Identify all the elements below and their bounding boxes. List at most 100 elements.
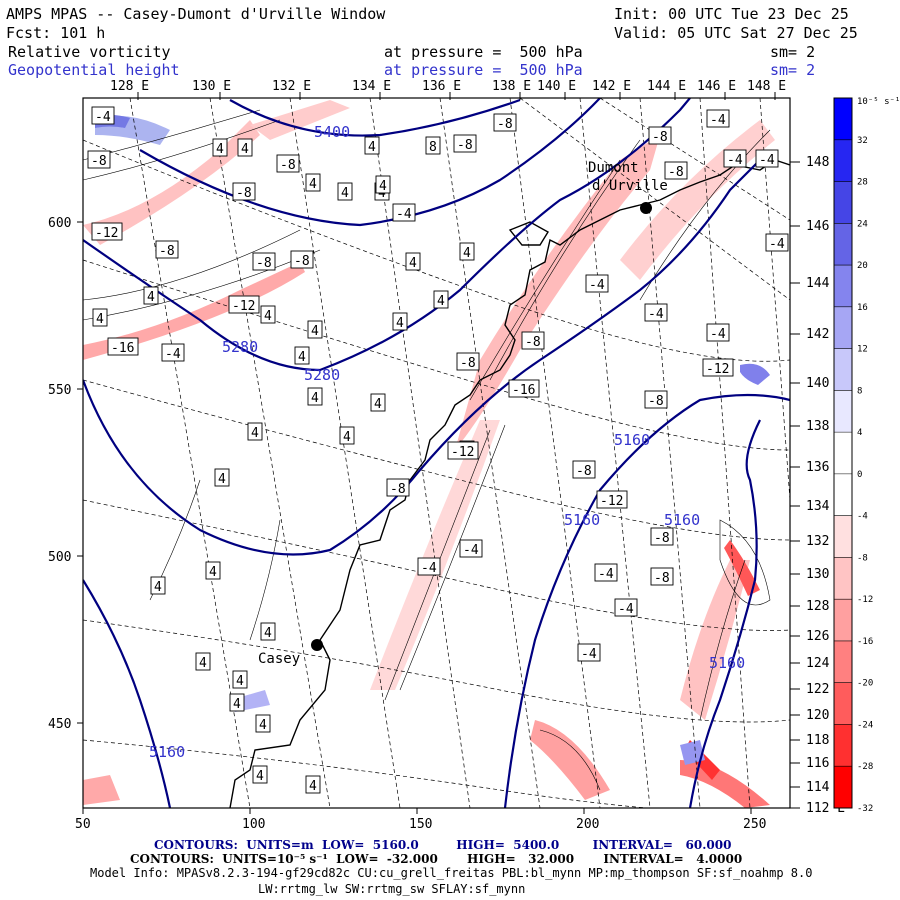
- x-tick-label: 50: [75, 817, 91, 832]
- vorticity-contour-label: -4: [161, 343, 185, 362]
- svg-text:8: 8: [429, 140, 437, 155]
- svg-text:-4: -4: [759, 153, 775, 168]
- vorticity-contour-label: -4: [765, 233, 789, 252]
- vorticity-contour-label: -8: [572, 460, 596, 479]
- vorticity-contour-label: 8: [425, 136, 441, 155]
- svg-text:4: 4: [374, 397, 382, 412]
- svg-text:-8: -8: [576, 464, 592, 479]
- vorticity-contour-label: -8: [493, 113, 517, 132]
- colorbar-label: -8: [857, 553, 868, 563]
- colorbar-label: 32: [857, 136, 868, 146]
- x-tick-label: 200: [576, 817, 599, 832]
- svg-text:5280: 5280: [222, 338, 258, 356]
- colorbar-swatch: [834, 766, 852, 809]
- top-lon-label: 128 E: [110, 79, 149, 94]
- colorbar-swatch: [834, 432, 852, 475]
- vorticity-contour-label: 4: [143, 286, 159, 305]
- vorticity-contour-label: -4: [755, 149, 779, 168]
- height-contour-info: CONTOURS: UNITS=m LOW= 5160.0 HIGH= 5400…: [154, 838, 732, 852]
- vorticity-contour-label: 4: [195, 652, 211, 671]
- colorbar-swatch: [834, 223, 852, 266]
- latlon-grid: [83, 98, 790, 808]
- svg-text:5280: 5280: [304, 366, 340, 384]
- vorticity-contour-label: 4: [405, 252, 421, 271]
- svg-text:-8: -8: [256, 256, 272, 271]
- colorbar-swatch: [834, 265, 852, 308]
- colorbar-label: 24: [857, 219, 868, 229]
- vorticity-contour-label: 4: [92, 308, 108, 327]
- vorticity-contour-label: -8: [521, 331, 545, 350]
- vorticity-contour-label: 4: [307, 320, 323, 339]
- vorticity-contour-label: -4: [706, 109, 730, 128]
- forecast-hour: Fcst: 101 h: [6, 24, 106, 42]
- vorticity-contour-label: 4: [232, 670, 248, 689]
- colorbar-label: 4: [857, 428, 862, 438]
- svg-text:-8: -8: [280, 158, 296, 173]
- height-contour-label: 5160: [614, 431, 650, 449]
- height-contour-label: 5160: [564, 511, 600, 529]
- vorticity-contour-label: 4: [255, 714, 271, 733]
- svg-text:4: 4: [209, 565, 217, 580]
- colorbar-label: -28: [857, 762, 873, 772]
- vorticity-contour-label: 4: [364, 136, 380, 155]
- top-lon-label: 148 E: [747, 79, 786, 94]
- vorticity-contour-label: 4: [305, 173, 321, 192]
- vorticity-contour-label: -4: [594, 563, 618, 582]
- vorticity-contour-label: -16: [107, 337, 139, 356]
- vorticity-contour-label: -8: [386, 478, 410, 497]
- svg-text:-4: -4: [769, 237, 785, 252]
- vorticity-contour-label: -8: [456, 352, 480, 371]
- svg-text:-8: -8: [668, 165, 684, 180]
- svg-text:-8: -8: [159, 244, 175, 259]
- svg-text:4: 4: [309, 177, 317, 192]
- vorticity-contour-label: -4: [585, 274, 609, 293]
- top-lon-label: 132 E: [272, 79, 311, 94]
- colorbar-label: -4: [857, 512, 868, 522]
- vorticity-contour-label: 4: [305, 775, 321, 794]
- vorticity-contour-label: -12: [702, 358, 734, 377]
- svg-text:-12: -12: [95, 226, 118, 241]
- svg-text:-4: -4: [589, 278, 605, 293]
- coastline: [229, 159, 790, 808]
- svg-text:-8: -8: [294, 254, 310, 269]
- vorticity-contour-label: 4: [375, 175, 391, 194]
- field1-smoothing: sm= 2: [770, 43, 816, 61]
- top-lon-label: 134 E: [352, 79, 391, 94]
- svg-text:-8: -8: [525, 335, 541, 350]
- x-tick-label: 100: [242, 817, 265, 832]
- svg-text:-8: -8: [236, 186, 252, 201]
- colorbar-label: 12: [857, 345, 868, 355]
- field1-pressure: at pressure = 500 hPa: [384, 43, 583, 61]
- colorbar-swatch: [834, 557, 852, 600]
- svg-text:-4: -4: [396, 207, 412, 222]
- vorticity-contour-label: 4: [247, 422, 263, 441]
- colorbar-swatch: [834, 473, 852, 517]
- map-frame: [82, 97, 791, 809]
- colorbar-label: -20: [857, 679, 873, 689]
- colorbar-swatch: [834, 390, 852, 433]
- colorbar-label: 16: [857, 303, 868, 313]
- vorticity-contour-label: -4: [392, 203, 416, 222]
- svg-text:4: 4: [298, 350, 306, 365]
- svg-text:4: 4: [154, 580, 162, 595]
- height-contour-label: 5400: [314, 123, 350, 141]
- y-tick-label: 450: [48, 717, 71, 732]
- dumont-station-marker: [640, 202, 652, 214]
- casey-station-marker: [311, 639, 323, 651]
- vorticity-contour-label: 4: [212, 138, 228, 157]
- colorbar-swatch: [834, 139, 852, 183]
- svg-text:-12: -12: [451, 445, 474, 460]
- colorbar-unit: 10⁻⁵ s⁻¹: [857, 97, 900, 107]
- vorticity-contour-label: -8: [276, 154, 300, 173]
- svg-text:4: 4: [379, 179, 387, 194]
- svg-text:-16: -16: [111, 341, 134, 356]
- svg-text:4: 4: [147, 290, 155, 305]
- field2-smoothing: sm= 2: [770, 61, 816, 79]
- svg-text:-8: -8: [654, 571, 670, 586]
- vorticity-contour-label: -8: [87, 150, 111, 169]
- colorbar-label: 28: [857, 178, 868, 188]
- colorbar: 10⁻⁵ s⁻¹ 32 28 24 20 16 12 8 4 0 -4 -8 -12 -16 -20 -24 -…: [833, 97, 900, 814]
- svg-text:-12: -12: [232, 299, 255, 314]
- top-lon-label: 142 E: [592, 79, 631, 94]
- vorticity-contour-label: 4: [459, 242, 475, 261]
